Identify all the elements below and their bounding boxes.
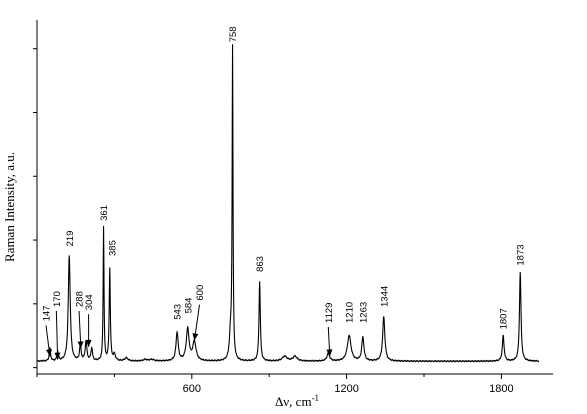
peak-label: 147 — [42, 306, 53, 322]
x-tick-label: 1200 — [334, 383, 358, 395]
peak-label: 1129 — [324, 303, 335, 323]
peak-label: 1263 — [358, 302, 369, 323]
peak-label: 304 — [84, 294, 95, 310]
peak-label: 170 — [52, 291, 63, 307]
spectrum-series — [36, 44, 540, 363]
peak-label: 1807 — [499, 308, 510, 329]
spectrum-line — [36, 44, 540, 363]
chart-ticks: 600 1200 1800 — [33, 48, 514, 395]
peak-label: 219 — [65, 231, 76, 247]
peak-label: 361 — [99, 205, 110, 221]
x-tick-label: 1800 — [489, 383, 513, 395]
peak-label: 863 — [255, 256, 266, 272]
x-axis-label-main: Δν, cm — [275, 394, 312, 409]
peak-label: 600 — [195, 285, 206, 301]
peak-label: 1344 — [379, 286, 390, 307]
peak-arrow-line — [55, 311, 59, 360]
peak-label: 385 — [108, 240, 119, 256]
peak-label: 543 — [173, 304, 184, 320]
y-axis-label: Raman Intensity, a.u. — [2, 152, 17, 262]
peak-arrow-head — [85, 339, 92, 347]
peak-arrow-head — [192, 333, 199, 341]
peak-label: 584 — [184, 298, 195, 314]
x-axis-label: Δν, cm-1 — [275, 393, 319, 409]
peak-arrow-head — [46, 349, 53, 357]
x-axis-label-unit-exponent: -1 — [312, 393, 320, 403]
peak-label: 1210 — [345, 302, 356, 323]
peak-arrow-head — [326, 349, 333, 357]
peak-label: 1873 — [516, 244, 527, 265]
x-tick-label: 600 — [183, 383, 201, 395]
peak-arrow-head — [54, 352, 61, 360]
chart-axes — [36, 20, 553, 375]
peak-label: 758 — [228, 26, 239, 42]
peak-label: 288 — [75, 291, 86, 307]
peak-arrow-head — [77, 341, 84, 349]
